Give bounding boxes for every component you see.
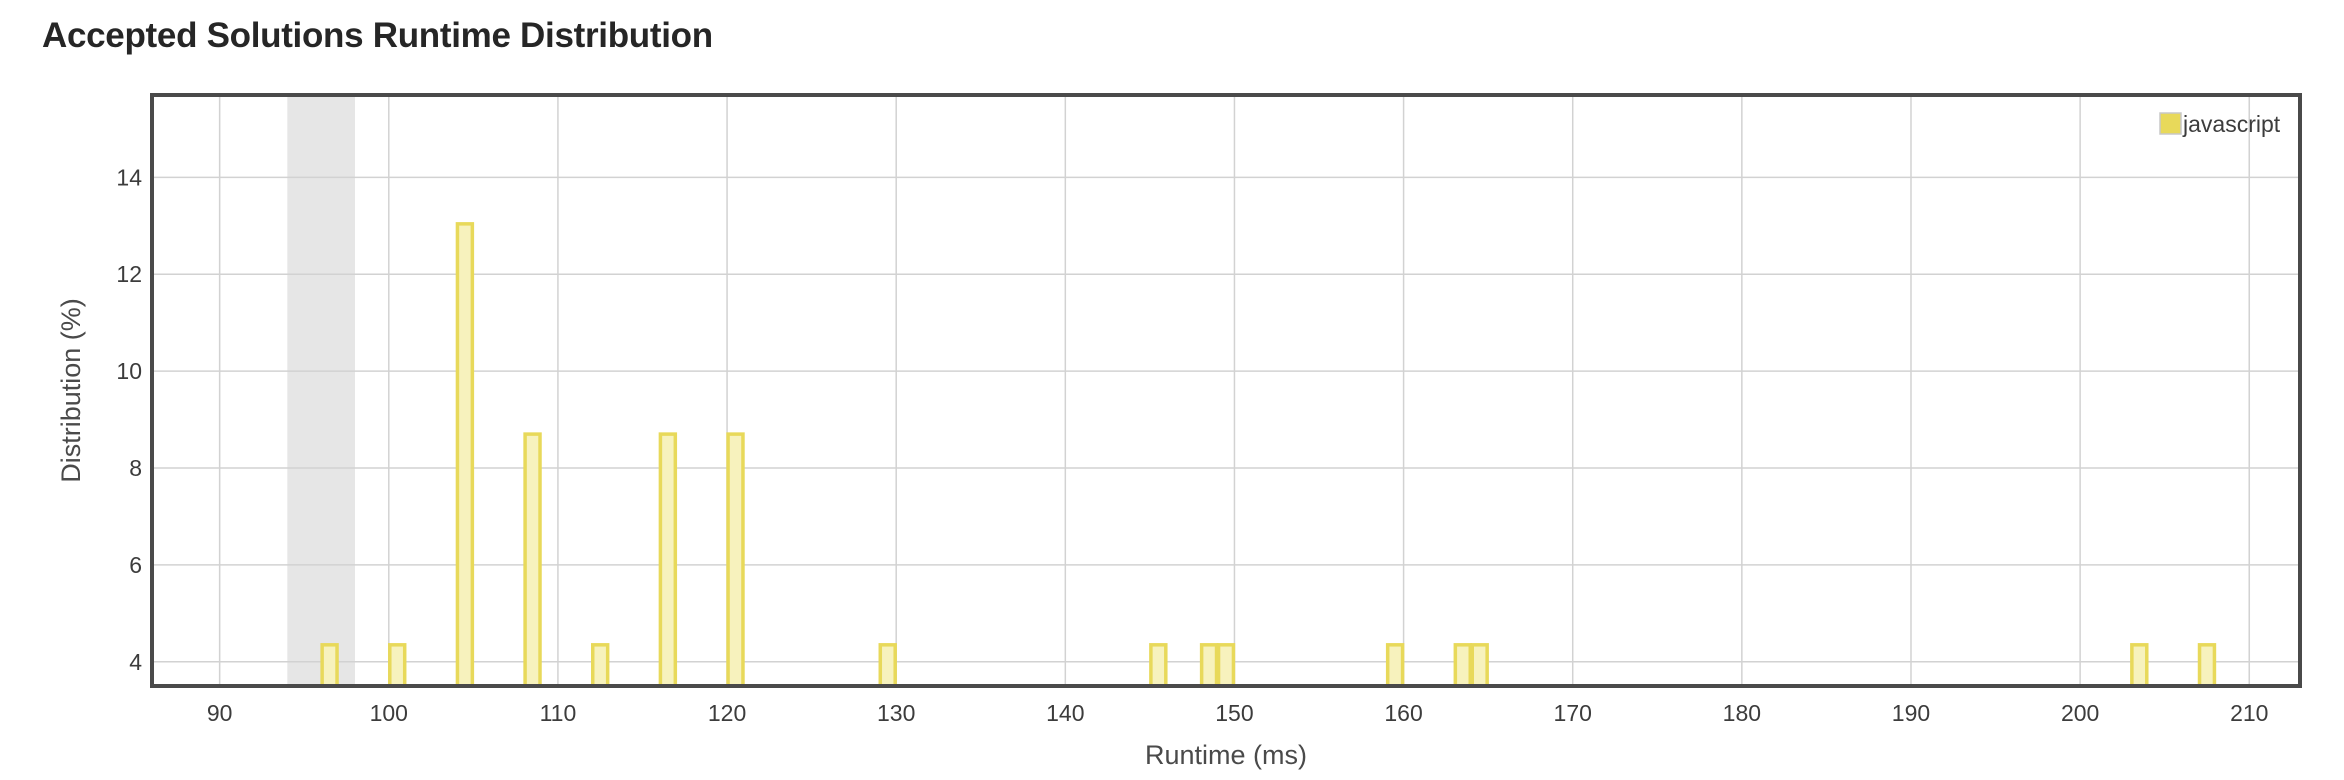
bar-javascript[interactable] — [1199, 643, 1219, 688]
x-tick-label: 180 — [1723, 700, 1761, 726]
bar-javascript[interactable] — [1470, 643, 1489, 688]
y-tick-label: 6 — [129, 552, 142, 578]
bar-javascript[interactable] — [2197, 643, 2217, 688]
bar-javascript[interactable] — [320, 643, 339, 688]
bar-javascript[interactable] — [455, 222, 475, 688]
y-tick-label: 8 — [129, 455, 142, 481]
x-tick-label: 170 — [1554, 700, 1592, 726]
y-tick-label: 4 — [129, 649, 142, 675]
y-tick-label: 14 — [116, 164, 142, 190]
x-tick-label: 210 — [2230, 700, 2268, 726]
x-tick-label: 200 — [2061, 700, 2099, 726]
bar-javascript[interactable] — [878, 643, 897, 688]
bar-javascript[interactable] — [590, 643, 610, 688]
x-tick-label: 150 — [1215, 700, 1253, 726]
bar-javascript[interactable] — [1453, 643, 1472, 688]
x-tick-label: 100 — [370, 700, 408, 726]
x-tick-label: 130 — [877, 700, 915, 726]
legend-label-javascript: javascript — [2182, 111, 2281, 137]
y-axis-label: Distribution (%) — [56, 298, 86, 483]
bar-javascript[interactable] — [1149, 643, 1168, 688]
bar-javascript[interactable] — [523, 432, 542, 688]
chart-title: Accepted Solutions Runtime Distribution — [42, 16, 713, 55]
plot-frame — [150, 93, 2302, 688]
y-tick-label: 10 — [116, 358, 142, 384]
legend-swatch-javascript — [2159, 112, 2182, 135]
bar-javascript[interactable] — [1216, 643, 1236, 688]
x-tick-label: 160 — [1384, 700, 1422, 726]
x-tick-label: 90 — [207, 700, 233, 726]
x-axis-label: Runtime (ms) — [1145, 740, 1307, 770]
x-tick-label: 110 — [540, 700, 577, 726]
x-tick-label: 190 — [1892, 700, 1930, 726]
bar-javascript[interactable] — [1385, 643, 1405, 688]
highlight-band — [287, 95, 355, 686]
x-tick-label: 120 — [708, 700, 746, 726]
bar-javascript[interactable] — [388, 643, 407, 688]
x-tick-label: 140 — [1046, 700, 1084, 726]
bar-javascript[interactable] — [658, 432, 678, 688]
bar-javascript[interactable] — [2130, 643, 2149, 688]
bar-javascript[interactable] — [726, 432, 745, 688]
y-tick-label: 12 — [116, 261, 142, 287]
legend[interactable]: javascript — [2159, 111, 2281, 137]
